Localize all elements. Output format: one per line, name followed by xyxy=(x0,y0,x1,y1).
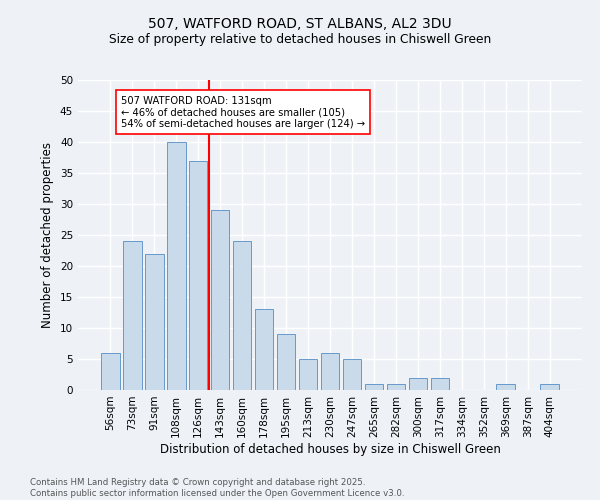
Bar xyxy=(167,142,185,390)
Bar xyxy=(233,241,251,390)
Bar xyxy=(386,384,405,390)
Bar xyxy=(431,378,449,390)
Bar xyxy=(101,353,119,390)
Text: Contains HM Land Registry data © Crown copyright and database right 2025.
Contai: Contains HM Land Registry data © Crown c… xyxy=(30,478,404,498)
Bar xyxy=(211,210,229,390)
Bar xyxy=(299,359,317,390)
Bar xyxy=(496,384,515,390)
Bar xyxy=(123,241,142,390)
Bar xyxy=(189,160,208,390)
Bar xyxy=(343,359,361,390)
Y-axis label: Number of detached properties: Number of detached properties xyxy=(41,142,55,328)
Text: 507, WATFORD ROAD, ST ALBANS, AL2 3DU: 507, WATFORD ROAD, ST ALBANS, AL2 3DU xyxy=(148,18,452,32)
Bar xyxy=(255,310,274,390)
Bar xyxy=(320,353,340,390)
Text: Size of property relative to detached houses in Chiswell Green: Size of property relative to detached ho… xyxy=(109,32,491,46)
X-axis label: Distribution of detached houses by size in Chiswell Green: Distribution of detached houses by size … xyxy=(160,442,500,456)
Bar xyxy=(365,384,383,390)
Bar xyxy=(541,384,559,390)
Bar xyxy=(277,334,295,390)
Bar xyxy=(145,254,164,390)
Text: 507 WATFORD ROAD: 131sqm
← 46% of detached houses are smaller (105)
54% of semi-: 507 WATFORD ROAD: 131sqm ← 46% of detach… xyxy=(121,96,365,128)
Bar xyxy=(409,378,427,390)
